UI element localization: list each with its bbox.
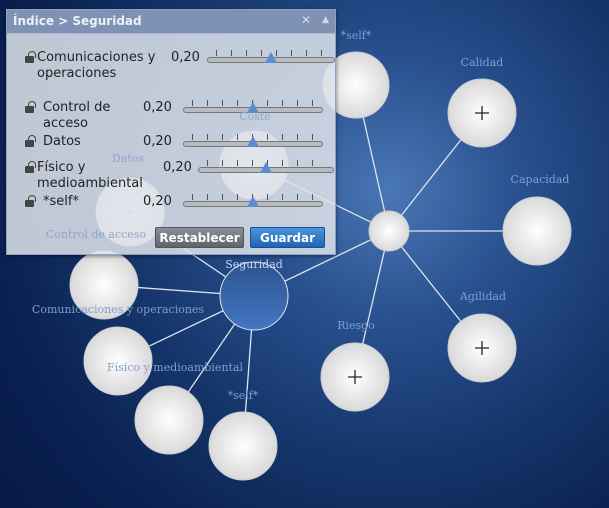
label-self-bottom: *self* [227, 389, 259, 402]
label-riesgo: Riesgo [337, 319, 375, 332]
label-capacidad: Capacidad [510, 173, 570, 186]
expand-icon[interactable] [475, 106, 489, 120]
expand-icon[interactable] [475, 341, 489, 355]
label-fisico: Físico y medioambiental [106, 361, 244, 374]
slider-thumb[interactable] [265, 52, 277, 63]
node-comunicaciones[interactable] [83, 326, 153, 396]
unlock-icon[interactable] [25, 101, 36, 113]
slider-thumb[interactable] [247, 136, 259, 147]
weights-panel: Índice > Seguridad ✕ ▲ Comunicaciones y … [6, 9, 336, 255]
label-coste: Coste [239, 110, 271, 123]
label-comunicaciones: Comunicaciones y operaciones [31, 303, 205, 316]
panel-header: Índice > Seguridad ✕ ▲ [7, 10, 335, 34]
label-seguridad: Seguridad [225, 258, 283, 271]
weight-slider[interactable] [183, 134, 323, 147]
weight-slider[interactable] [207, 50, 335, 63]
label-calidad: Calidad [460, 56, 504, 69]
node-capacidad[interactable] [502, 196, 572, 266]
reset-button[interactable]: Restablecer [155, 227, 244, 248]
collapse-up-icon[interactable]: ▲ [322, 15, 329, 25]
unlock-icon[interactable] [25, 135, 36, 147]
expand-icon[interactable] [348, 370, 362, 384]
label-control: Control de acceso [45, 228, 147, 241]
label-self-top: *self* [340, 29, 372, 42]
unlock-icon[interactable] [25, 161, 36, 173]
slider-thumb[interactable] [260, 162, 272, 173]
node-fisico[interactable] [134, 385, 204, 455]
node-seguridad[interactable] [219, 261, 289, 331]
weight-slider[interactable] [198, 160, 334, 173]
node-hub[interactable] [368, 210, 410, 252]
breadcrumb[interactable]: Índice > Seguridad [13, 14, 142, 28]
node-self-bottom[interactable] [208, 411, 278, 481]
save-button[interactable]: Guardar [250, 227, 325, 248]
weight-slider[interactable] [183, 100, 323, 113]
unlock-icon[interactable] [25, 195, 36, 207]
label-datos: Datos [111, 152, 145, 165]
slider-thumb[interactable] [247, 196, 259, 207]
weight-slider[interactable] [183, 194, 323, 207]
slider-thumb[interactable] [247, 102, 259, 113]
close-icon[interactable]: ✕ [300, 13, 311, 27]
unlock-icon[interactable] [25, 51, 36, 63]
label-agilidad: Agilidad [459, 290, 507, 303]
